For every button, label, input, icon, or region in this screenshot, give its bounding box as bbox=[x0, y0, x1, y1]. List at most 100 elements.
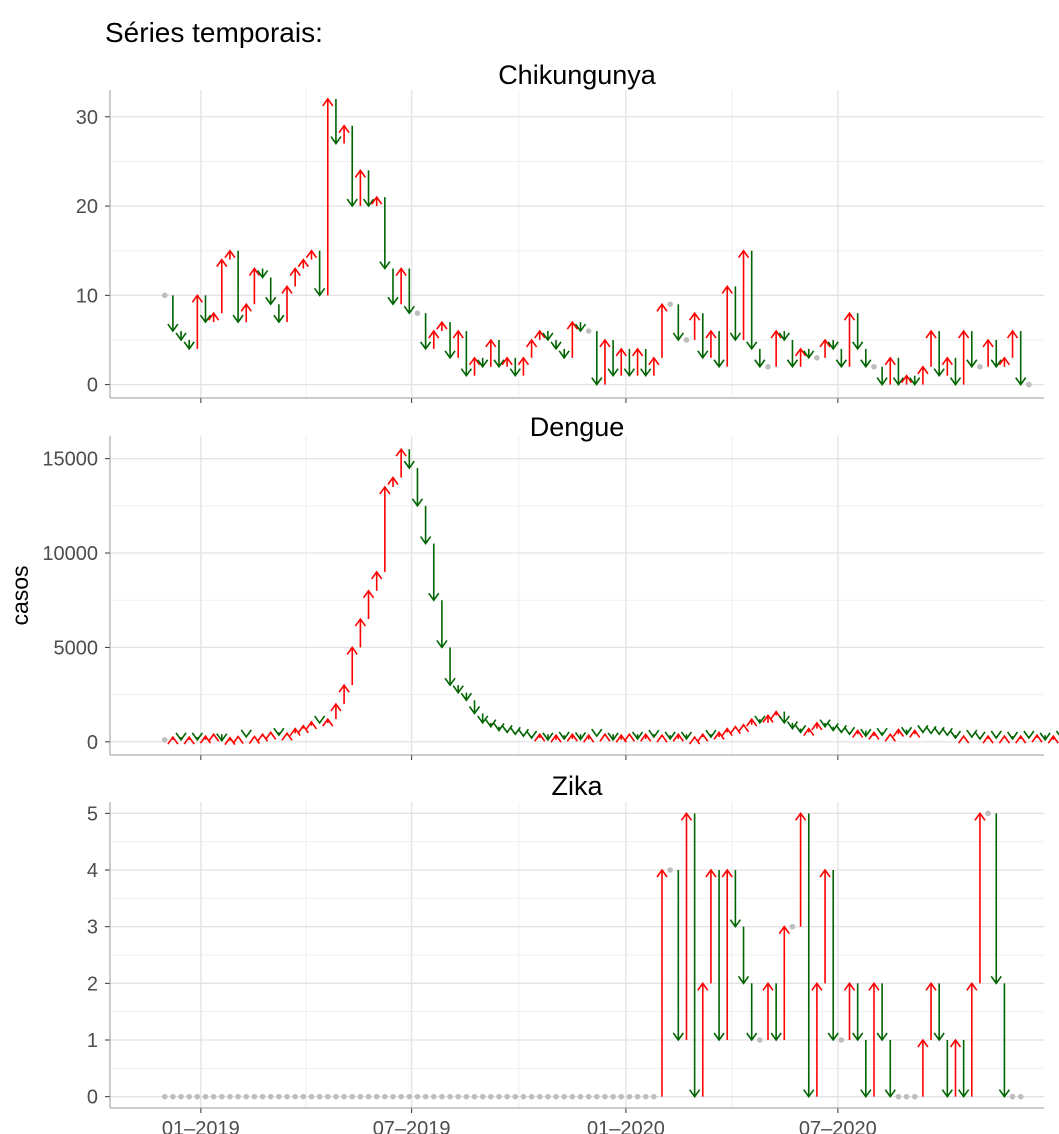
arrow-head bbox=[354, 168, 367, 178]
arrow-increase bbox=[819, 868, 831, 984]
arrow-increase bbox=[338, 683, 350, 705]
arrow-increase bbox=[305, 249, 318, 260]
y-tick-label: 5 bbox=[87, 803, 98, 825]
arrow-head bbox=[493, 359, 505, 369]
arrow-head bbox=[648, 729, 660, 739]
arrow-head bbox=[403, 305, 415, 315]
arrow-decrease bbox=[876, 366, 888, 386]
arrow-head bbox=[786, 359, 799, 369]
arrow-increase bbox=[599, 338, 611, 385]
arrow-increase bbox=[216, 258, 228, 314]
arrow-head bbox=[305, 249, 318, 259]
arrow-head bbox=[501, 356, 513, 366]
arrow-head bbox=[175, 332, 187, 342]
arrow-increase bbox=[623, 732, 636, 742]
arrow-head bbox=[175, 732, 187, 742]
arrow-decrease bbox=[697, 313, 709, 360]
arrow-head bbox=[631, 731, 644, 741]
arrow-head bbox=[868, 730, 880, 740]
arrow-head bbox=[900, 374, 913, 384]
point-unchanged bbox=[985, 810, 991, 817]
arrow-head bbox=[998, 734, 1011, 744]
arrow-head bbox=[794, 811, 807, 821]
y-tick-label: 20 bbox=[76, 196, 98, 218]
arrow-increase bbox=[688, 311, 701, 340]
point-unchanged bbox=[382, 1093, 388, 1100]
point-unchanged bbox=[316, 1093, 323, 1100]
arrow-head bbox=[990, 359, 1002, 369]
point-unchanged bbox=[439, 1093, 445, 1100]
arrow-decrease bbox=[175, 732, 187, 742]
arrow-decrease bbox=[852, 313, 864, 351]
arrow-increase bbox=[648, 356, 660, 376]
arrow-decrease bbox=[860, 1040, 872, 1099]
arrow-head bbox=[1015, 377, 1027, 386]
arrow-head bbox=[876, 727, 888, 737]
arrow-head bbox=[884, 356, 896, 366]
point-unchanged bbox=[308, 1093, 315, 1100]
arrow-increase bbox=[371, 570, 383, 591]
arrow-decrease bbox=[884, 1040, 896, 1099]
point-unchanged bbox=[186, 1093, 192, 1100]
arrow-head bbox=[387, 296, 399, 306]
arrow-head bbox=[419, 536, 432, 545]
arrow-decrease bbox=[990, 730, 1002, 740]
arrow-decrease bbox=[949, 730, 962, 740]
arrow-decrease bbox=[485, 719, 497, 729]
arrow-head bbox=[811, 721, 823, 731]
arrow-decrease bbox=[1006, 731, 1019, 741]
arrow-head bbox=[680, 731, 693, 741]
arrow-head bbox=[819, 719, 831, 729]
arrow-head bbox=[884, 732, 896, 742]
arrow-head bbox=[876, 1032, 888, 1042]
arrow-head bbox=[697, 732, 709, 742]
arrow-increase bbox=[615, 347, 627, 376]
point-unchanged bbox=[324, 1093, 331, 1100]
arrow-head bbox=[860, 1089, 872, 1099]
arrow-increase bbox=[183, 735, 195, 745]
arrow-decrease bbox=[403, 268, 415, 315]
arrow-head bbox=[297, 724, 309, 734]
arrow-decrease bbox=[998, 983, 1011, 1099]
arrow-decrease bbox=[876, 727, 888, 737]
point-unchanged bbox=[219, 1093, 225, 1100]
x-tick-label: 07–2020 bbox=[799, 1118, 877, 1134]
arrow-head bbox=[216, 258, 228, 268]
arrow-decrease bbox=[199, 295, 212, 324]
arrow-head bbox=[1015, 734, 1027, 744]
arrow-decrease bbox=[933, 983, 945, 1042]
point-unchanged bbox=[243, 1093, 250, 1100]
arrow-head bbox=[737, 975, 750, 985]
arrow-increase bbox=[697, 981, 709, 1097]
arrow-head bbox=[371, 570, 383, 580]
arrow-decrease bbox=[729, 870, 742, 929]
arrow-head bbox=[966, 981, 978, 991]
arrow-head bbox=[705, 729, 717, 739]
point-unchanged bbox=[406, 1093, 413, 1100]
y-tick-label: 15000 bbox=[42, 449, 98, 471]
arrow-decrease bbox=[175, 331, 187, 342]
arrow-increase bbox=[395, 447, 407, 478]
arrow-decrease bbox=[542, 331, 554, 342]
arrow-increase bbox=[289, 727, 301, 737]
arrow-head bbox=[525, 338, 538, 348]
arrow-head bbox=[974, 731, 986, 741]
arrow-head bbox=[1023, 730, 1035, 740]
point-unchanged bbox=[602, 1093, 608, 1100]
point-unchanged bbox=[496, 1093, 502, 1100]
arrow-head bbox=[468, 356, 481, 366]
arrow-increase bbox=[281, 731, 293, 741]
point-unchanged bbox=[455, 1093, 462, 1100]
arrow-head bbox=[1006, 329, 1019, 339]
point-unchanged bbox=[463, 1093, 470, 1100]
arrow-head bbox=[452, 685, 464, 695]
point-unchanged bbox=[341, 1093, 347, 1100]
arrow-increase bbox=[582, 733, 595, 743]
arrow-increase bbox=[957, 734, 970, 744]
arrow-head bbox=[811, 981, 823, 991]
arrow-head bbox=[819, 868, 831, 878]
point-unchanged bbox=[504, 1093, 510, 1100]
point-unchanged bbox=[488, 1093, 494, 1100]
arrow-decrease bbox=[909, 375, 921, 386]
point-unchanged bbox=[267, 1093, 274, 1100]
